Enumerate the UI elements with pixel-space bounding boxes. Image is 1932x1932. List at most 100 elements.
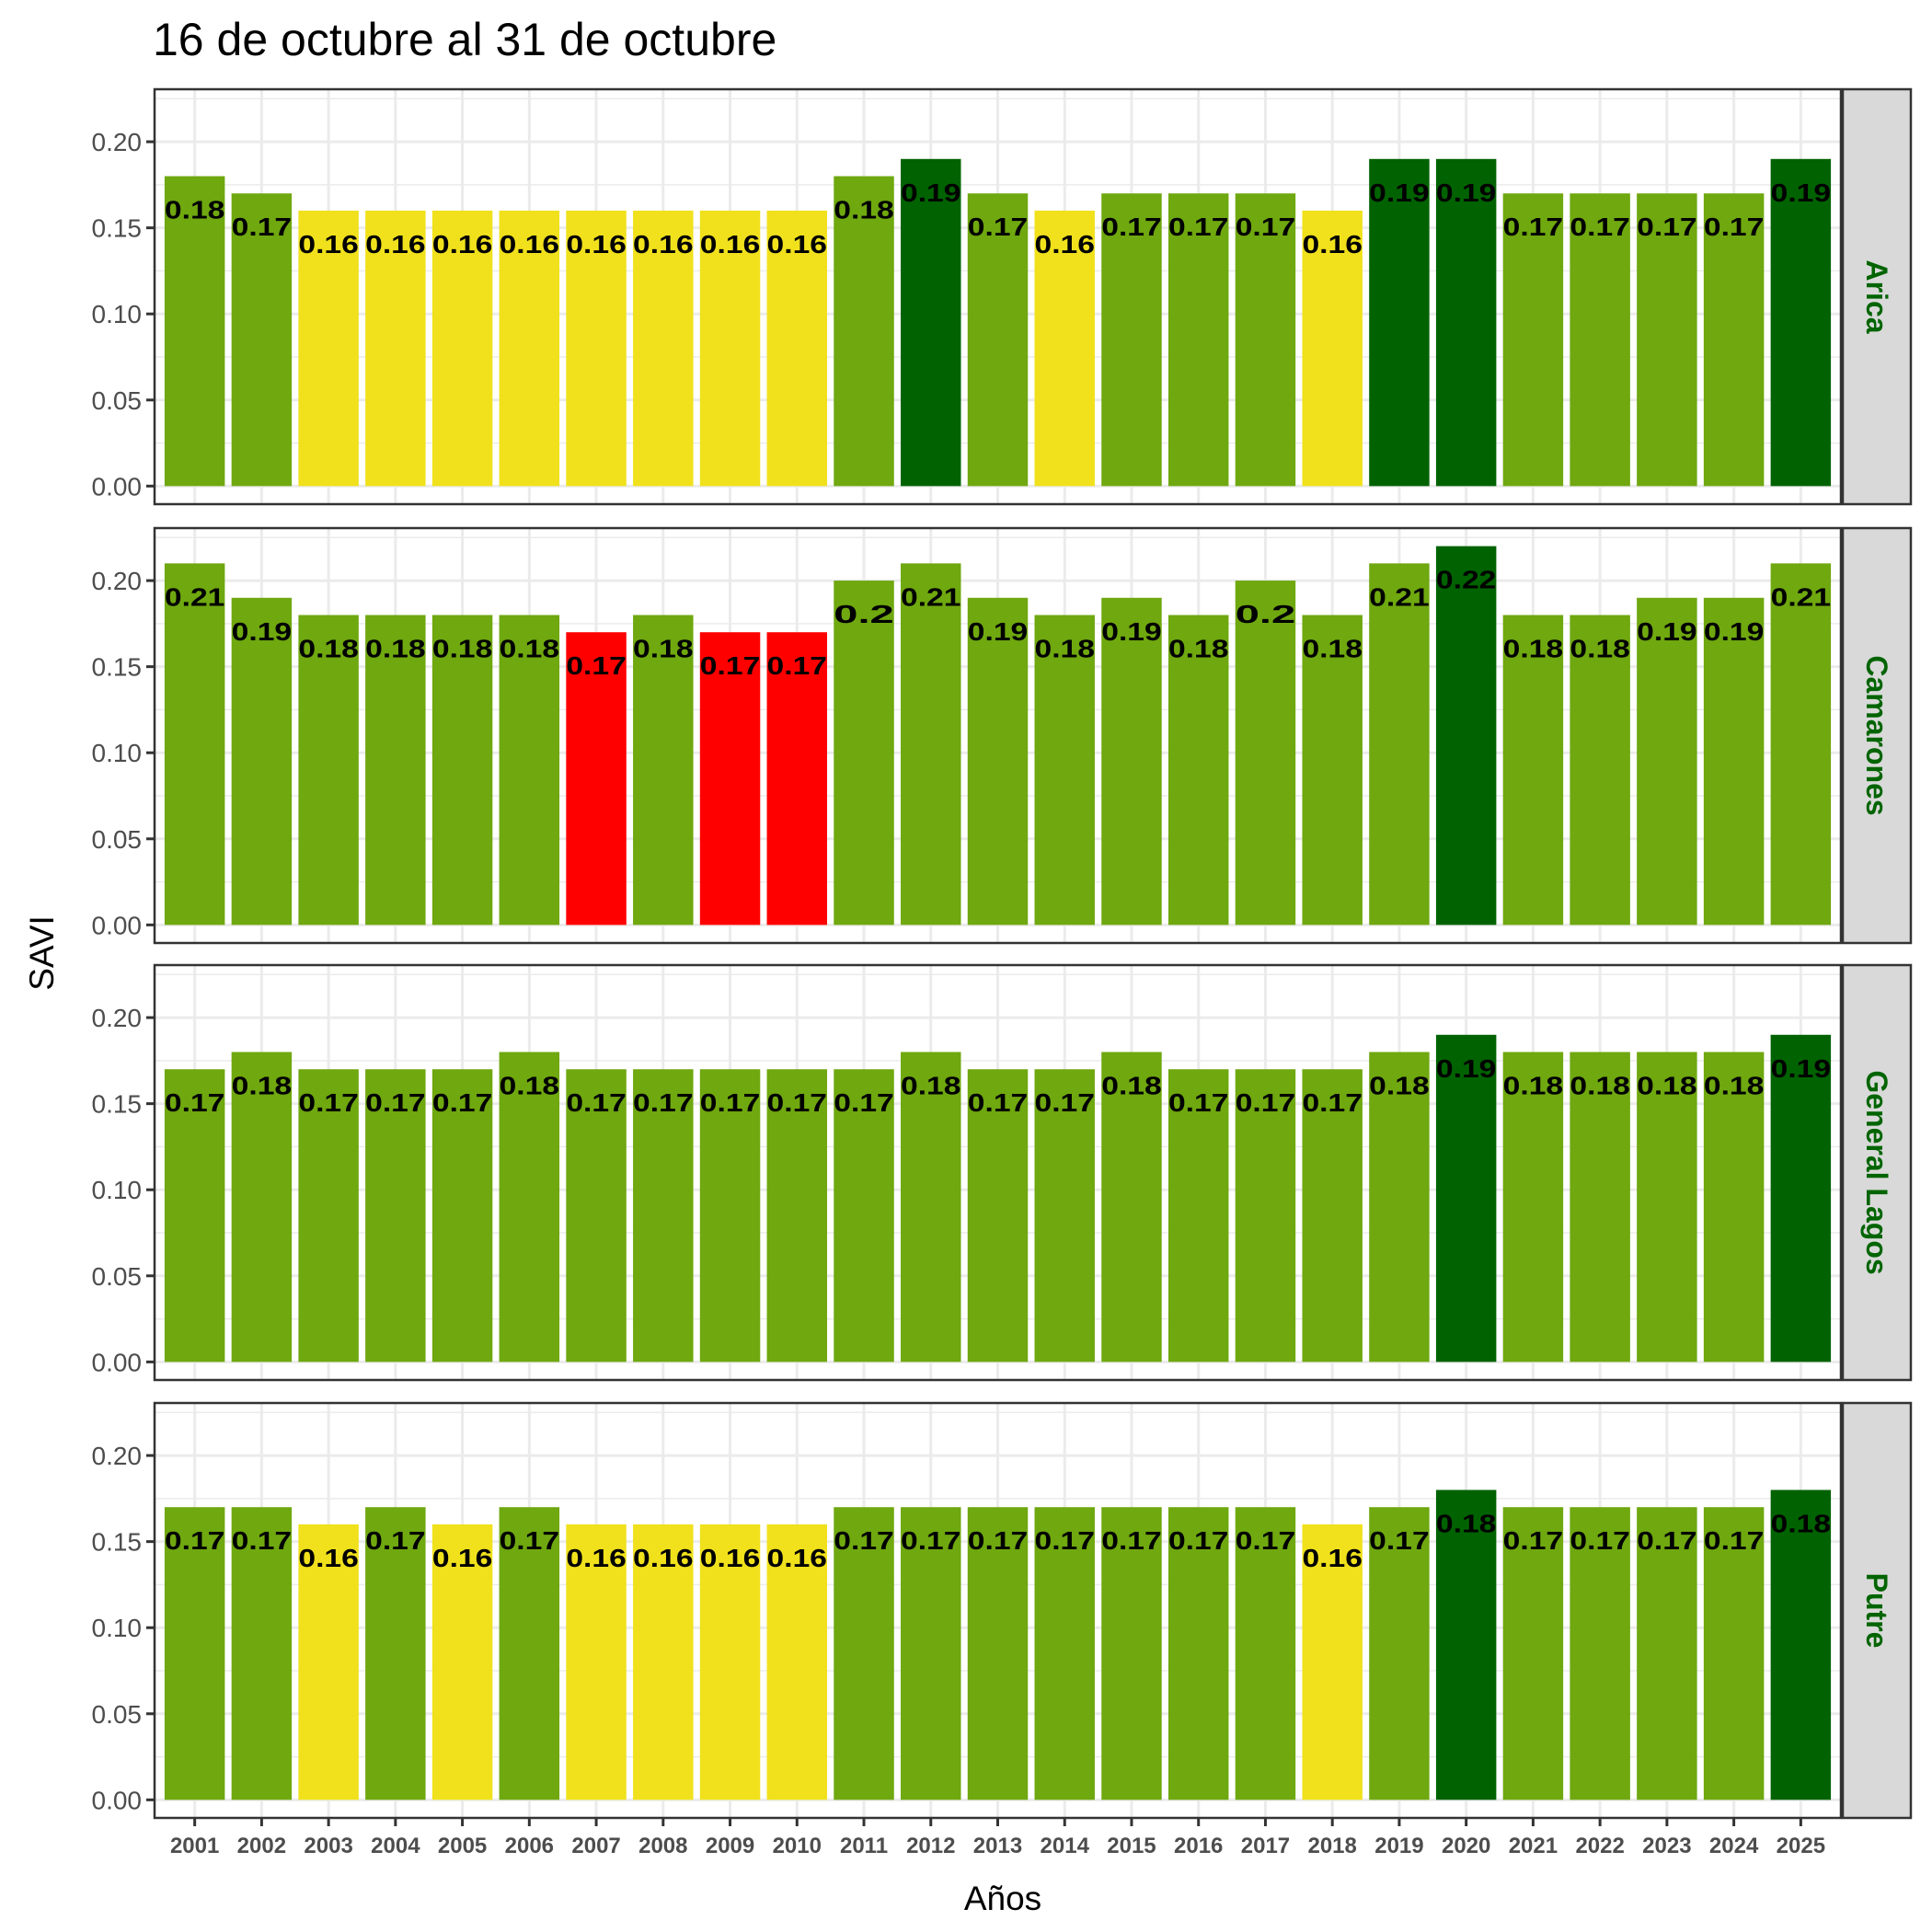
bar-2002 [231,1507,293,1800]
bar-value-label: 0.17 [767,651,827,680]
bar-2018 [1302,1524,1363,1800]
x-tick-label: 2001 [170,1834,219,1858]
facet-panel-general-lagos: 0.170.180.17 0.17 0.170.180.17 0.17 0.17 0.17… [92,963,1913,1382]
x-tick-label: 2002 [237,1834,286,1858]
bar-value-label: 0.16 [633,1544,693,1572]
bar-2023 [1637,193,1697,487]
bar-2019 [1369,1052,1430,1363]
bar-2010 [766,210,828,487]
bar-2001 [164,1507,225,1800]
bar-2008 [633,615,694,926]
bar-2024 [1703,1507,1765,1800]
bar-value-label: 0.16 [566,1544,626,1572]
bar-2017 [1235,1507,1296,1800]
bar-2023 [1637,1507,1697,1800]
bar-value-label: 0.17 [1035,1526,1095,1555]
bar-value-label: 0.2 [1236,600,1295,628]
bar-value-label: 0.17 [1704,1526,1764,1555]
x-tick-label: 2008 [638,1834,687,1858]
bar-2005 [431,210,493,487]
bar-2019 [1369,563,1430,926]
facet-panel-camarones: 0.210.190.18 0.18 0.18 0.180.170.180.17 0.17… [92,526,1913,945]
bar-value-label: 0.16 [1035,230,1095,259]
x-axis: 2001 2002 2003 2004 2005 2006 2007 2008 2009 2010… [170,1818,1825,1858]
bar-value-label: 0.17 [1101,1526,1161,1555]
bar-value-label: 0.17 [767,1088,827,1117]
bar-2017 [1235,1069,1296,1363]
bar-2014 [1034,1069,1095,1363]
bar-2006 [499,615,560,926]
bar-value-label: 0.17 [432,1088,492,1117]
bar-value-label: 0.17 [1503,1526,1563,1555]
bar-value-label: 0.18 [1302,635,1362,663]
bar-value-label: 0.17 [566,651,626,680]
bar-value-label: 0.16 [633,230,693,259]
bar-value-label: 0.17 [1168,1088,1228,1117]
bar-2013 [967,193,1029,487]
x-tick-label: 2021 [1509,1834,1558,1858]
bar-value-label: 0.18 [432,635,492,663]
bar-value-label: 0.17 [968,213,1028,241]
bar-value-label: 0.17 [1637,1526,1696,1555]
bar-2010 [766,632,828,926]
bar-2008 [633,1524,694,1800]
bar-value-label: 0.17 [1236,1088,1295,1117]
bar-2003 [298,615,359,926]
bar-value-label: 0.16 [1302,1544,1362,1572]
bar-value-label: 0.18 [633,635,693,663]
x-tick-label: 2020 [1442,1834,1490,1858]
bar-2014 [1034,210,1095,487]
bar-value-label: 0.18 [500,1072,559,1100]
y-tick-label: 0.05 [92,1262,143,1291]
bar-2002 [231,597,293,926]
bar-2014 [1034,615,1095,926]
bar-value-label: 0.17 [566,1088,626,1117]
bar-value-label: 0.16 [566,230,626,259]
x-tick-label: 2005 [438,1834,487,1858]
bar-value-label: 0.17 [1369,1526,1429,1555]
bar-2022 [1570,1052,1630,1363]
x-tick-label: 2003 [304,1834,352,1858]
facet-strip [1841,963,1913,1382]
bar-2003 [298,210,359,487]
bar-2021 [1502,615,1564,926]
bar-value-label: 0.16 [500,230,559,259]
x-tick-label: 2014 [1041,1834,1090,1858]
bar-2024 [1703,1052,1765,1363]
bar-value-label: 0.18 [1101,1072,1161,1100]
facet-panel-putre: 0.17 0.170.160.170.160.170.16 0.16 0.16 0.16… [92,1401,1913,1820]
y-tick-label: 0.10 [92,300,143,328]
bar-2022 [1570,615,1630,926]
bar-value-label: 0.17 [1101,213,1161,241]
facet-strip-label: Putre [1860,1573,1893,1649]
bar-2005 [431,615,493,926]
bar-value-label: 0.18 [1570,1072,1629,1100]
bar-2018 [1302,210,1363,487]
bar-2007 [566,1524,627,1800]
x-tick-label: 2012 [906,1834,955,1858]
bar-value-label: 0.18 [1436,1510,1496,1538]
bar-value-label: 0.17 [633,1088,693,1117]
bar-value-label: 0.18 [165,196,224,224]
bar-value-label: 0.17 [1236,213,1295,241]
bar-2024 [1703,193,1765,487]
bar-value-label: 0.16 [432,1544,492,1572]
bar-2018 [1302,1069,1363,1363]
bar-2018 [1302,615,1363,926]
bar-2011 [834,176,894,487]
bar-value-label: 0.19 [1369,178,1429,207]
bar-value-label: 0.16 [298,1544,358,1572]
x-tick-label: 2009 [706,1834,754,1858]
bar-value-label: 0.18 [1637,1072,1696,1100]
facet-strip [1841,1401,1913,1820]
bar-2024 [1703,597,1765,926]
bar-2021 [1502,1507,1564,1800]
bar-2011 [834,1507,894,1800]
bar-2004 [365,210,426,487]
bar-value-label: 0.18 [365,635,425,663]
bar-2007 [566,210,627,487]
x-tick-label: 2004 [371,1834,420,1858]
x-tick-label: 2017 [1241,1834,1290,1858]
bar-value-label: 0.17 [700,1088,760,1117]
